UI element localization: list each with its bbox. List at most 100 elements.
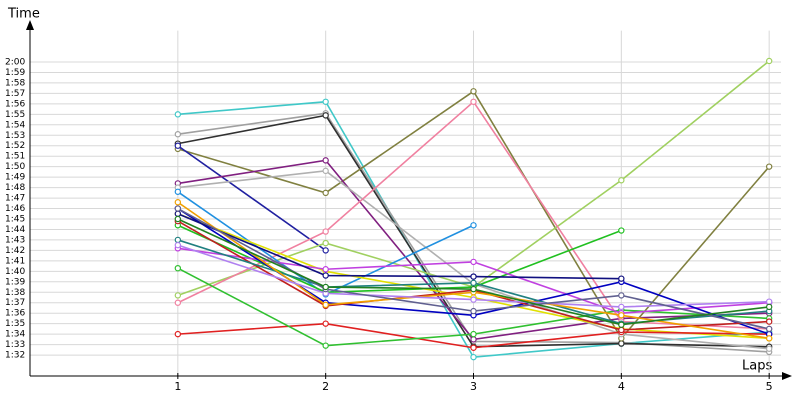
point <box>174 330 182 338</box>
point <box>174 215 182 223</box>
point <box>174 236 182 244</box>
point <box>322 320 329 327</box>
y-tick-label: 1:39 <box>5 277 25 287</box>
x-axis-arrow <box>782 372 792 380</box>
point <box>322 272 329 279</box>
point <box>322 239 329 247</box>
x-tick-label: 3 <box>470 380 477 393</box>
y-tick-label: 1:42 <box>5 246 25 256</box>
point <box>470 88 477 95</box>
y-tick-label: 1:57 <box>5 89 25 99</box>
x-axis-title: Laps <box>742 359 772 374</box>
y-tick-label: 1:41 <box>5 256 25 266</box>
y-tick-label: 1:33 <box>5 340 25 350</box>
point <box>470 258 477 266</box>
point <box>174 131 182 138</box>
point <box>618 326 625 334</box>
point <box>174 292 182 299</box>
y-tick-label: 1:49 <box>5 173 25 183</box>
y-tick-label: 1:32 <box>5 351 25 361</box>
y-tick-label: 1:36 <box>5 309 25 319</box>
point <box>322 98 329 105</box>
point <box>322 301 329 309</box>
y-tick-label: 1:53 <box>5 131 25 141</box>
y-tick-label: 1:56 <box>5 99 25 109</box>
point <box>618 292 625 299</box>
point <box>174 264 182 272</box>
point <box>174 299 182 306</box>
point <box>322 157 329 164</box>
point <box>765 303 773 311</box>
point <box>618 275 625 282</box>
point <box>470 296 477 303</box>
point <box>174 188 182 195</box>
point <box>470 279 477 287</box>
point <box>322 228 329 235</box>
y-tick-label: 1:59 <box>5 68 25 78</box>
point <box>322 283 329 291</box>
point <box>765 298 773 305</box>
point <box>174 205 182 212</box>
y-tick-label: 1:51 <box>5 152 25 162</box>
y-tick-label: 1:37 <box>5 298 25 308</box>
y-tick-label: 1:34 <box>5 330 25 340</box>
point <box>174 199 182 206</box>
y-tick-label: 1:58 <box>5 78 25 88</box>
point <box>470 336 477 343</box>
y-tick-label: 1:54 <box>5 120 25 130</box>
point <box>765 335 773 342</box>
point <box>470 330 477 338</box>
y-tick-label: 1:52 <box>5 141 25 151</box>
point <box>174 142 182 149</box>
point <box>618 177 625 184</box>
point <box>322 112 329 119</box>
point <box>322 189 329 197</box>
point <box>618 312 625 319</box>
y-tick-label: 1:45 <box>5 215 25 225</box>
series-line <box>177 213 622 280</box>
point <box>174 210 182 217</box>
point <box>322 342 329 349</box>
x-tick-label: 4 <box>618 380 625 393</box>
point <box>765 57 773 65</box>
point <box>618 340 625 347</box>
point <box>470 344 477 351</box>
point <box>322 247 329 254</box>
point <box>322 167 329 175</box>
y-axis-arrow <box>26 20 34 30</box>
series-line <box>177 145 327 252</box>
point <box>174 111 182 118</box>
y-tick-label: 1:40 <box>5 267 25 277</box>
y-tick-label: 1:55 <box>5 110 25 120</box>
point <box>174 241 182 249</box>
point <box>322 266 329 273</box>
point <box>470 98 477 105</box>
point <box>618 321 625 328</box>
point <box>765 325 773 333</box>
point <box>618 303 625 311</box>
y-tick-label: 1:35 <box>5 319 25 329</box>
y-tick-label: 1:47 <box>5 194 25 204</box>
point <box>470 353 477 361</box>
y-tick-label: 1:38 <box>5 288 25 298</box>
point <box>470 273 477 280</box>
x-tick-label: 1 <box>174 380 181 393</box>
point <box>765 345 773 352</box>
y-tick-label: 1:44 <box>5 225 25 235</box>
point <box>765 318 773 325</box>
point <box>470 307 477 315</box>
point <box>470 222 477 229</box>
x-tick-label: 2 <box>322 380 329 393</box>
y-tick-label: 2:00 <box>5 58 25 68</box>
y-tick-label: 1:48 <box>5 183 25 193</box>
y-axis-title: Time <box>7 7 40 22</box>
x-tick-label: 5 <box>766 380 773 393</box>
point <box>470 285 477 293</box>
point <box>765 163 773 170</box>
y-tick-label: 1:50 <box>5 162 25 172</box>
y-tick-label: 1:46 <box>5 204 25 214</box>
y-tick-label: 1:43 <box>5 235 25 245</box>
point <box>618 227 625 234</box>
